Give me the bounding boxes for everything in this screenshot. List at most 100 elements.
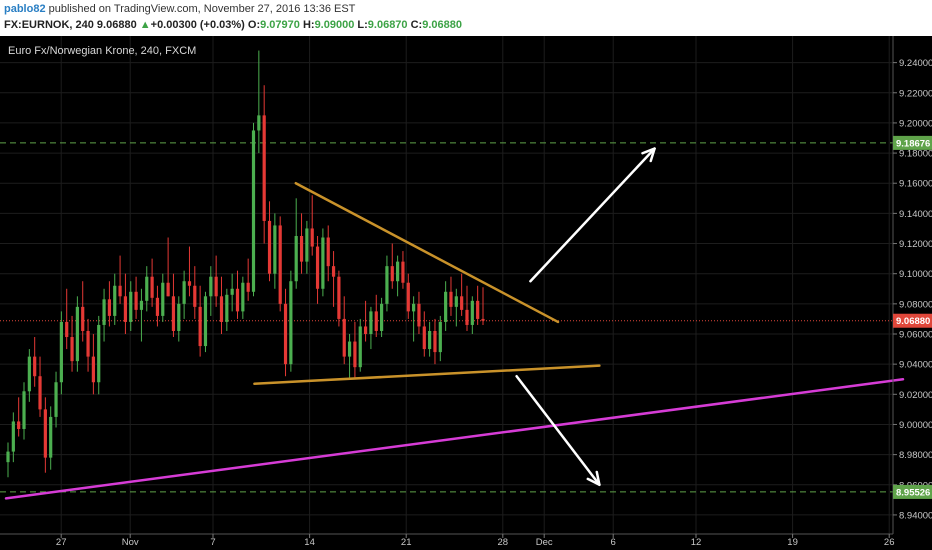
candle-body bbox=[161, 282, 165, 316]
candle-body bbox=[481, 318, 485, 321]
publish-info: pablo82 published on TradingView.com, No… bbox=[4, 3, 355, 15]
candle-body bbox=[49, 416, 53, 458]
candle-body bbox=[214, 276, 218, 297]
candle-body bbox=[465, 309, 469, 325]
candle-body bbox=[331, 266, 336, 277]
breakout-down-arrow-head bbox=[586, 470, 601, 487]
candles bbox=[6, 50, 485, 478]
candle-body bbox=[118, 285, 122, 297]
price-marker bbox=[893, 484, 932, 499]
candle-body bbox=[412, 303, 416, 312]
candle-body bbox=[385, 266, 389, 304]
candle-body bbox=[374, 311, 378, 331]
candle-body bbox=[11, 421, 15, 452]
price-axis[interactable]: 9.24000 9.22000 9.20000 9.18000 9.16000 9.140… bbox=[892, 36, 932, 534]
candle-body bbox=[353, 341, 357, 368]
breakout-down-arrow bbox=[515, 374, 601, 487]
time-axis[interactable]: 27 Nov 7 14 21 28 Dec 6 12 19 26 bbox=[0, 533, 894, 548]
candle-body bbox=[225, 294, 229, 322]
candle-body bbox=[257, 115, 261, 131]
candle-body bbox=[27, 356, 31, 392]
candle-body bbox=[460, 296, 464, 310]
candle-body bbox=[342, 318, 346, 357]
x-tick-label: 27 bbox=[56, 537, 67, 548]
breakout-up-arrow bbox=[529, 147, 656, 283]
candle-body bbox=[150, 276, 154, 298]
triangle-lower-line bbox=[253, 364, 601, 386]
candle-body bbox=[134, 291, 138, 310]
candle-body bbox=[262, 115, 266, 221]
x-tick-label: Dec bbox=[536, 537, 553, 548]
change-arrow-icon: ▲ bbox=[139, 19, 151, 31]
candle-body bbox=[433, 330, 437, 353]
y-tick-label: 9.22000 bbox=[899, 88, 932, 99]
y-tick-label: 8.98000 bbox=[899, 450, 932, 461]
price-marker bbox=[893, 135, 932, 150]
chart-header: pablo82 published on TradingView.com, No… bbox=[0, 0, 932, 36]
chart-background bbox=[0, 36, 932, 550]
y-tick-label: 9.08000 bbox=[899, 299, 932, 310]
candle-body bbox=[241, 282, 245, 312]
open-value: 9.07970 bbox=[260, 19, 300, 31]
y-tick-label: 9.06000 bbox=[899, 330, 932, 341]
x-tick-label: 19 bbox=[787, 537, 798, 548]
candle-body bbox=[182, 281, 186, 304]
y-tick-label: 9.10000 bbox=[899, 269, 932, 280]
candle-body bbox=[145, 276, 149, 301]
candle-body bbox=[6, 451, 10, 463]
candle-body bbox=[363, 326, 368, 334]
price-marker-label: 8.95526 bbox=[896, 487, 930, 498]
candle-body bbox=[43, 409, 47, 458]
candle-body bbox=[273, 225, 277, 274]
author-link[interactable]: pablo82 bbox=[4, 3, 46, 15]
open-label: O: bbox=[247, 19, 261, 31]
candle-body bbox=[54, 382, 58, 417]
candle-body bbox=[449, 291, 453, 307]
y-tick-label: 9.02000 bbox=[899, 390, 932, 401]
candle-body bbox=[166, 282, 170, 297]
candle-body bbox=[113, 285, 117, 316]
candle-body bbox=[246, 282, 250, 292]
price-level-lines bbox=[0, 142, 893, 493]
price-marker bbox=[893, 313, 932, 328]
candle-body bbox=[107, 299, 112, 316]
candle-body bbox=[177, 303, 181, 331]
candle-body bbox=[470, 300, 474, 325]
candle-body bbox=[209, 276, 213, 297]
chart-title: Euro Fx/Norwegian Krone, 240, FXCM bbox=[8, 45, 196, 57]
last-price: 9.06880 bbox=[96, 19, 137, 31]
x-tick-label: 12 bbox=[691, 537, 702, 548]
candle-body bbox=[379, 303, 384, 331]
x-tick-label: 7 bbox=[210, 537, 215, 548]
candle-body bbox=[171, 296, 176, 331]
breakout-up-arrow-head bbox=[641, 147, 656, 163]
candle-body bbox=[299, 236, 304, 262]
candle-body bbox=[438, 321, 442, 353]
candle-body bbox=[102, 299, 106, 325]
candle-body bbox=[139, 300, 144, 310]
candle-body bbox=[476, 300, 480, 319]
price-chart[interactable]: 9.24000 9.22000 9.20000 9.18000 9.16000 9.140… bbox=[0, 36, 932, 550]
x-tick-label: 28 bbox=[498, 537, 509, 548]
candle-body bbox=[278, 225, 282, 304]
close-label: C: bbox=[410, 19, 423, 31]
candle-body bbox=[444, 291, 448, 322]
y-tick-label: 9.24000 bbox=[899, 58, 932, 69]
y-tick-label: 9.00000 bbox=[899, 420, 932, 431]
candle-body bbox=[230, 288, 234, 295]
candle-body bbox=[321, 237, 325, 289]
published-text: published on TradingView.com, November 2… bbox=[45, 3, 356, 15]
candle-body bbox=[417, 303, 421, 327]
y-tick-label: 8.94000 bbox=[899, 510, 932, 521]
candle-body bbox=[219, 296, 224, 322]
candle-body bbox=[369, 311, 373, 334]
y-tick-label: 9.18000 bbox=[899, 149, 932, 160]
y-tick-label: 9.14000 bbox=[899, 209, 932, 220]
candle-body bbox=[289, 281, 293, 365]
y-tick-label: 9.16000 bbox=[899, 179, 932, 190]
price-marker-label: 9.06880 bbox=[896, 316, 930, 327]
high-label: H: bbox=[302, 19, 315, 31]
support-trendline bbox=[4, 377, 905, 500]
symbol-label: FX:EURNOK, 240 bbox=[4, 19, 94, 31]
candle-body bbox=[17, 421, 21, 429]
